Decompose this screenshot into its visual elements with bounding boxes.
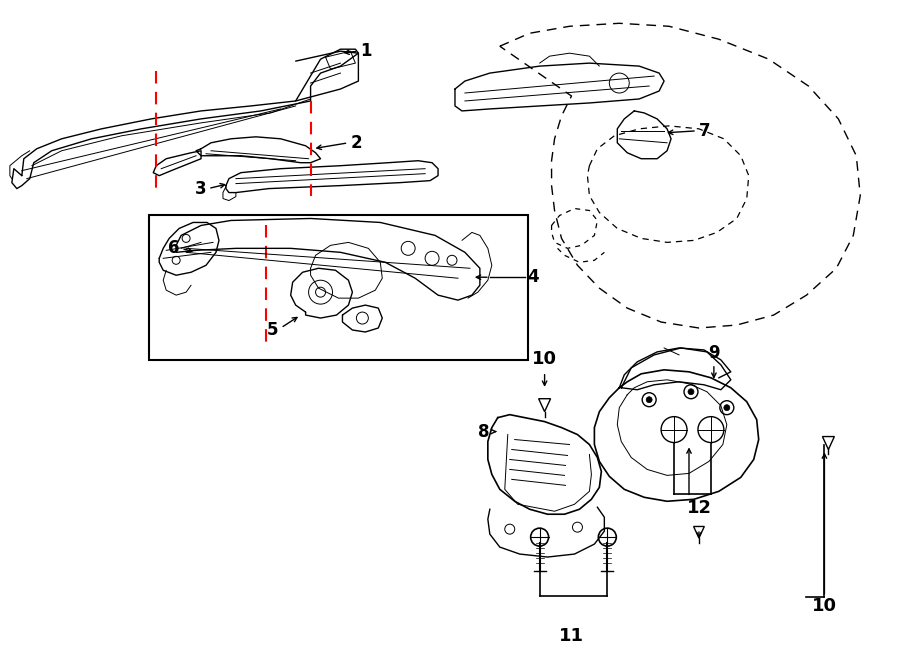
Text: 8: 8 <box>478 422 490 441</box>
Text: 12: 12 <box>687 499 711 518</box>
Circle shape <box>724 405 730 410</box>
Text: 7: 7 <box>699 122 711 140</box>
Text: 10: 10 <box>812 597 837 615</box>
Text: 10: 10 <box>532 350 557 368</box>
Text: 6: 6 <box>167 239 179 257</box>
Circle shape <box>688 389 694 395</box>
Text: 1: 1 <box>360 42 372 60</box>
Text: 2: 2 <box>350 134 362 152</box>
Text: 9: 9 <box>708 344 720 362</box>
Circle shape <box>646 397 652 403</box>
Text: 11: 11 <box>559 627 584 644</box>
Bar <box>149 215 527 360</box>
Text: 3: 3 <box>194 180 206 198</box>
Text: 4: 4 <box>527 268 539 286</box>
Text: 5: 5 <box>267 321 279 339</box>
